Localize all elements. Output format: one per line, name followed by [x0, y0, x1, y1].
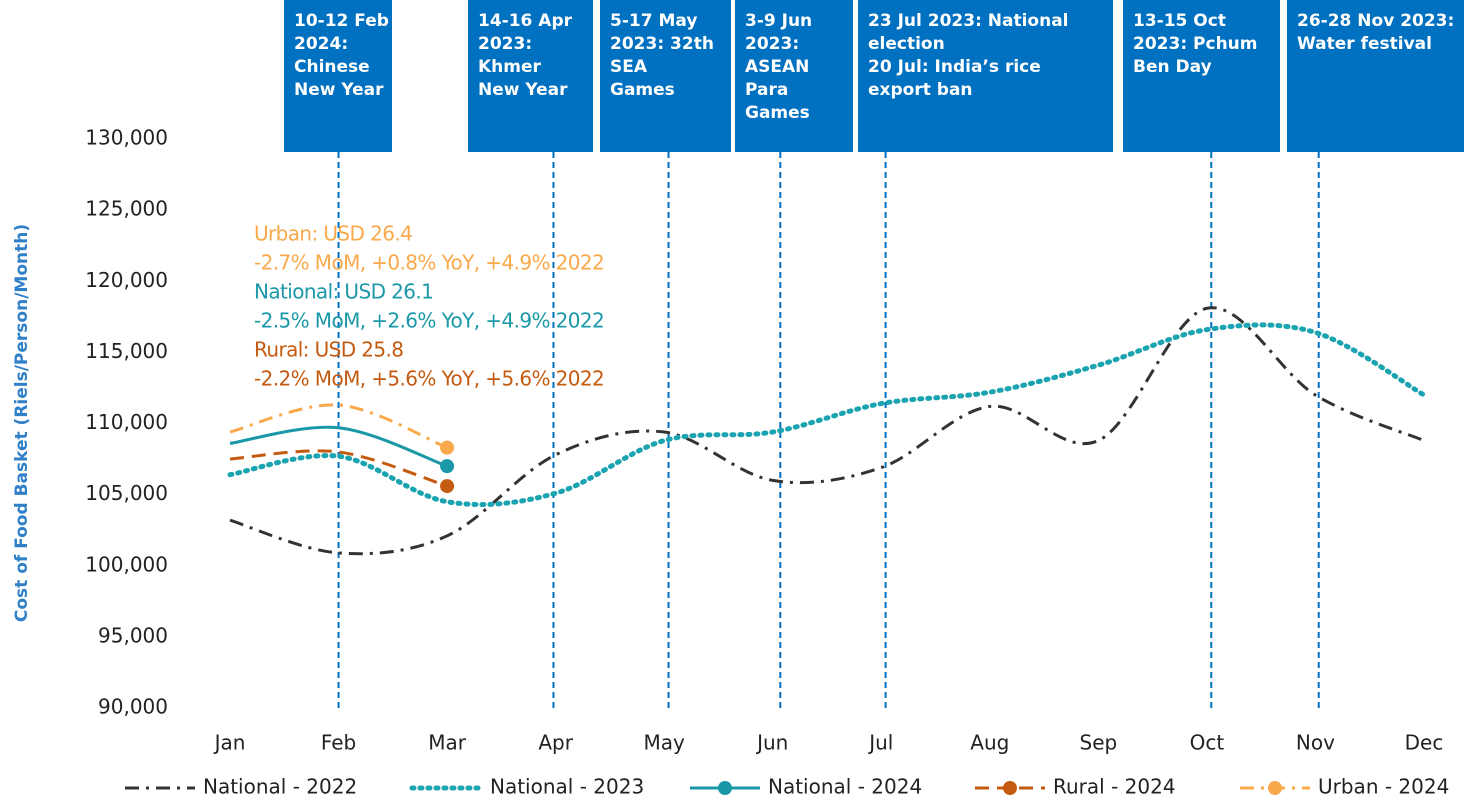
event-text: SEA	[610, 57, 648, 77]
y-tick-label: 100,000	[85, 552, 168, 576]
event-text: Ben Day	[1133, 57, 1212, 77]
event-text: 2023:	[478, 34, 532, 54]
event-text: 5-17 May	[610, 11, 697, 31]
note-text: Rural: USD 25.8	[254, 338, 403, 362]
note-text: Urban: USD 26.4	[254, 222, 412, 246]
event-text: Games	[745, 103, 810, 123]
event-text: Water festival	[1297, 34, 1432, 54]
event-text: Khmer	[478, 57, 542, 77]
y-tick-label: 95,000	[98, 623, 168, 647]
event-text: 3-9 Jun	[745, 11, 812, 31]
note-text: National: USD 26.1	[254, 280, 433, 304]
event-text: Para	[745, 80, 788, 100]
x-tick-label: May	[644, 731, 686, 755]
x-tick-label: Feb	[321, 731, 356, 755]
event-text: export ban	[868, 80, 973, 100]
event-text: 20 Jul: India’s rice	[868, 57, 1041, 77]
series-line	[229, 449, 448, 488]
event-text: 2023: Pchum	[1133, 34, 1258, 54]
event-text: Games	[610, 80, 675, 100]
series-line	[227, 322, 1427, 508]
series-line	[229, 425, 448, 468]
event-text: 2023:	[745, 34, 799, 54]
event-box	[1123, 0, 1280, 152]
event-box	[735, 0, 853, 152]
legend-marker	[1268, 781, 1282, 795]
x-tick-label: Sep	[1080, 731, 1118, 755]
event-text: 26-28 Nov 2023:	[1297, 11, 1454, 31]
note-text: -2.7% MoM, +0.8% YoY, +4.9% 2022	[254, 251, 604, 275]
y-tick-label: 115,000	[85, 339, 168, 363]
event-text: 10-12 Feb	[294, 11, 389, 31]
legend-label: National - 2024	[768, 775, 922, 799]
x-tick-label: Nov	[1296, 731, 1335, 755]
event-text: 13-15 Oct	[1133, 11, 1226, 31]
series-marker	[440, 440, 455, 455]
x-tick-label: Jan	[213, 731, 246, 755]
x-tick-label: Jun	[755, 731, 788, 755]
note-text: -2.2% MoM, +5.6% YoY, +5.6% 2022	[254, 367, 604, 391]
event-text: 2023: 32th	[610, 34, 714, 54]
series-marker	[440, 479, 455, 494]
legend-label: Rural - 2024	[1053, 775, 1176, 799]
y-tick-label: 90,000	[98, 695, 168, 719]
event-box	[284, 0, 392, 152]
event-text: New Year	[294, 80, 384, 100]
x-tick-label: Oct	[1190, 731, 1225, 755]
event-text: election	[868, 34, 945, 54]
event-text: ASEAN	[745, 57, 809, 77]
event-box	[858, 0, 1113, 152]
event-box	[468, 0, 593, 152]
note-text: -2.5% MoM, +2.6% YoY, +4.9% 2022	[254, 309, 604, 333]
event-text: 2024:	[294, 34, 348, 54]
event-box	[1287, 0, 1464, 152]
event-box	[600, 0, 731, 152]
x-tick-label: Jul	[867, 731, 893, 755]
event-text: 14-16 Apr	[478, 11, 573, 31]
y-tick-label: 125,000	[85, 197, 168, 221]
y-tick-label: 105,000	[85, 481, 168, 505]
legend-marker	[1003, 781, 1017, 795]
x-tick-label: Mar	[428, 731, 467, 755]
legend-label: Urban - 2024	[1318, 775, 1449, 799]
series-line	[229, 306, 1425, 556]
event-text: Chinese	[294, 57, 370, 77]
y-tick-label: 110,000	[85, 410, 168, 434]
x-tick-label: Aug	[970, 731, 1009, 755]
series-marker	[440, 459, 455, 474]
legend-marker	[718, 781, 732, 795]
y-tick-label: 130,000	[85, 126, 168, 150]
legend-label: National - 2023	[490, 775, 644, 799]
y-axis-label: Cost of Food Basket (Riels/Person/Month)	[12, 224, 32, 622]
event-text: New Year	[478, 80, 568, 100]
x-tick-label: Apr	[538, 731, 573, 755]
legend-label: National - 2022	[203, 775, 357, 799]
event-text: 23 Jul 2023: National	[868, 11, 1069, 31]
y-tick-label: 120,000	[85, 268, 168, 292]
x-tick-label: Dec	[1405, 731, 1444, 755]
